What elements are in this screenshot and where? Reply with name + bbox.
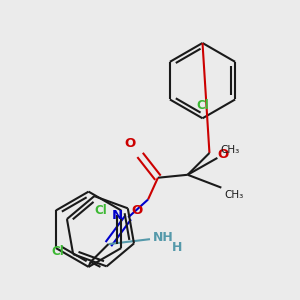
Text: H: H xyxy=(172,241,182,254)
Text: CH₃: CH₃ xyxy=(224,190,244,200)
Text: O: O xyxy=(132,205,143,218)
Text: O: O xyxy=(218,148,229,161)
Text: NH: NH xyxy=(153,231,174,244)
Text: O: O xyxy=(124,137,135,150)
Text: Cl: Cl xyxy=(51,244,64,258)
Text: N: N xyxy=(112,209,123,222)
Text: CH₃: CH₃ xyxy=(220,145,240,155)
Text: Cl: Cl xyxy=(196,99,209,112)
Text: Cl: Cl xyxy=(94,203,107,217)
